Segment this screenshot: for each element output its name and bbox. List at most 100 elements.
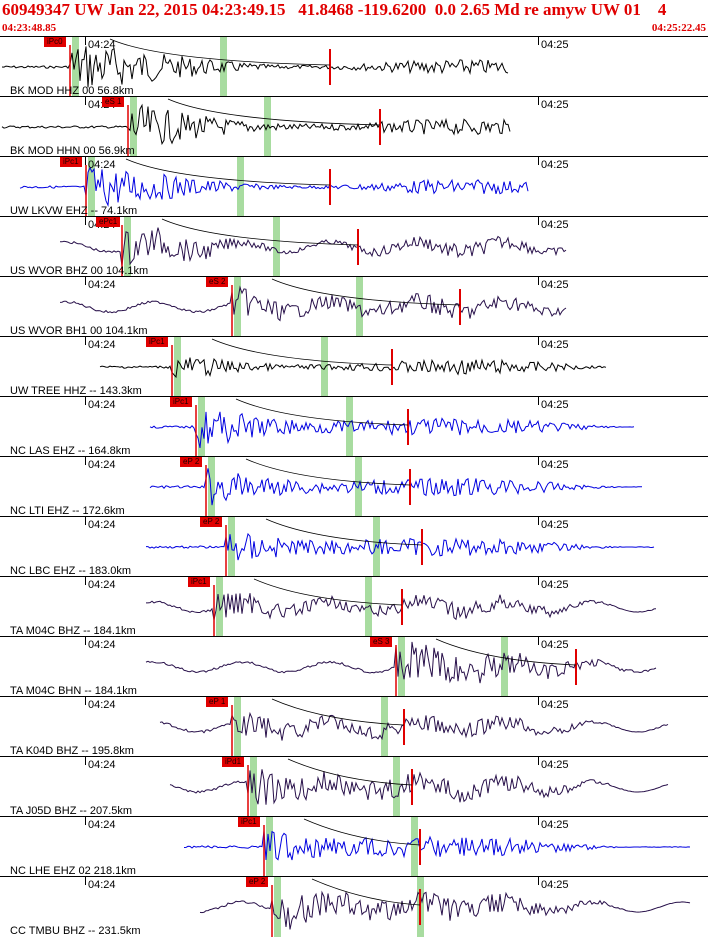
phase-pick-tag[interactable]: iPc1	[146, 337, 168, 347]
station-label: NC LBC EHZ -- 183.0km	[10, 565, 132, 577]
channel-panel[interactable]: 04:24 04:25 iPd1 TA J05D BHZ -- 207.5km	[0, 756, 708, 817]
phase-pick-tag[interactable]: eS 3	[370, 637, 393, 647]
phase-window-marker	[346, 397, 353, 457]
seismic-trace	[60, 227, 567, 266]
coda-decay-curve	[161, 218, 359, 246]
station-label: UW TREE HHZ -- 143.3km	[10, 385, 142, 397]
time-tick-label: 04:25	[541, 459, 569, 471]
coda-decay-curve	[109, 38, 331, 66]
phase-pick-tag[interactable]: eP 2	[180, 457, 203, 467]
phase-pick-tag[interactable]: eP 2	[200, 517, 223, 527]
time-tick	[538, 637, 539, 645]
channel-panel[interactable]: 04:24 04:25 iPc1 UW LKVW EHZ -- 74.1km	[0, 156, 708, 217]
waveform	[146, 577, 657, 637]
time-tick-label: 04:25	[541, 519, 569, 531]
phase-pick-tag[interactable]: eS 1	[102, 97, 125, 107]
waveform	[183, 817, 691, 877]
coda-decay-curve	[311, 878, 421, 906]
phase-window-marker	[381, 697, 388, 757]
coda-decay-curve	[287, 758, 413, 786]
time-tick-label: 04:24	[88, 519, 116, 531]
time-tick-label: 04:24	[88, 399, 116, 411]
coda-decay-curve	[235, 398, 409, 426]
time-tick	[85, 877, 86, 885]
channel-panel[interactable]: 04:24 04:25 iPc1 TA M04C BHZ -- 184.1km	[0, 576, 708, 637]
time-tick-label: 04:24	[88, 459, 116, 471]
coda-decay-curve	[435, 638, 577, 666]
phase-pick-tag[interactable]: eP 2	[246, 877, 269, 887]
phase-window-marker	[373, 517, 380, 577]
waveform	[145, 637, 657, 697]
time-tick	[538, 217, 539, 225]
seismic-trace	[1, 46, 509, 88]
coda-decay-curve	[167, 98, 381, 126]
time-tick	[85, 277, 86, 285]
station-label: NC LTI EHZ -- 172.6km	[10, 505, 125, 517]
seismic-trace	[183, 830, 691, 861]
station-label: CC TMBU BHZ -- 231.5km	[10, 925, 141, 937]
time-tick	[85, 37, 86, 45]
time-tick	[538, 37, 539, 45]
phase-pick-tag[interactable]: iPc1	[238, 817, 260, 827]
time-tick-label: 04:25	[541, 699, 569, 711]
station-label: NC LAS EHZ -- 164.8km	[10, 445, 131, 457]
time-tick-label: 04:25	[541, 579, 569, 591]
seismic-trace	[169, 769, 669, 805]
phase-pick-tag[interactable]: eP 1	[206, 697, 229, 707]
time-tick-label: 04:24	[88, 699, 116, 711]
channel-panel[interactable]: 04:24 04:25 iPc1 UW TREE HHZ -- 143.3km	[0, 336, 708, 397]
phase-window-marker	[124, 217, 131, 277]
channel-panel[interactable]: 04:24 04:25 eS 3 TA M04C BHN -- 184.1km	[0, 636, 708, 697]
phase-window-marker	[237, 157, 244, 217]
seismic-trace	[146, 532, 655, 561]
seismic-trace	[59, 285, 567, 322]
phase-window-marker	[273, 217, 280, 277]
channel-panel[interactable]: 04:24 04:25 eS 2 US WVOR BH1 00 104.1km	[0, 276, 708, 337]
phase-pick-tag[interactable]: iPc1	[60, 157, 82, 167]
station-label: US WVOR BHZ 00 104.1km	[10, 265, 149, 277]
phase-pick-tag[interactable]: ePc1	[96, 217, 121, 227]
time-tick	[538, 457, 539, 465]
coda-decay-curve	[271, 278, 461, 306]
phase-pick-tag[interactable]: eS 2	[206, 277, 229, 287]
coda-decay-curve	[265, 518, 423, 546]
seismic-trace	[1, 103, 511, 146]
channel-panel[interactable]: 04:24 04:25 eP 1 TA K04D BHZ -- 195.8km	[0, 696, 708, 757]
seismic-trace	[99, 357, 607, 379]
seismic-trace	[149, 411, 635, 449]
phase-pick-tag[interactable]: iPd1	[222, 757, 245, 767]
time-tick	[85, 157, 86, 165]
station-label: US WVOR BH1 00 104.1km	[10, 325, 148, 337]
channel-panel[interactable]: 04:24 04:25 eP 2 CC TMBU BHZ -- 231.5km	[0, 876, 708, 937]
phase-pick-tag[interactable]: iPc1	[170, 397, 192, 407]
station-label: TA M04C BHZ -- 184.1km	[10, 625, 136, 637]
station-label: UW LKVW EHZ -- 74.1km	[10, 205, 138, 217]
time-tick-label: 04:24	[88, 339, 116, 351]
time-tick-label: 04:24	[88, 159, 116, 171]
time-tick-label: 04:25	[541, 99, 569, 111]
channel-panel[interactable]: 04:24 04:25 eP 2 NC LTI EHZ -- 172.6km	[0, 456, 708, 517]
channel-panel[interactable]: 04:24 04:25 iPc1 NC LHE EHZ 02 218.1km	[0, 816, 708, 877]
time-tick	[538, 697, 539, 705]
channel-panel[interactable]: 04:24 04:25 eP 2 NC LBC EHZ -- 183.0km	[0, 516, 708, 577]
time-tick	[538, 577, 539, 585]
channel-panel[interactable]: 04:24 04:25 iPc0 BK MOD HHZ 00 56.8km	[0, 36, 708, 97]
phase-pick-tag[interactable]: iPc1	[188, 577, 210, 587]
seismic-trace	[19, 166, 529, 208]
time-tick	[538, 97, 539, 105]
time-tick-label: 04:25	[541, 339, 569, 351]
time-tick-label: 04:25	[541, 159, 569, 171]
time-tick	[85, 697, 86, 705]
waveform	[199, 877, 691, 937]
waveform	[149, 457, 642, 517]
phase-pick-tag[interactable]: iPc0	[44, 37, 66, 47]
time-tick	[85, 517, 86, 525]
time-tick	[538, 757, 539, 765]
time-tick	[538, 337, 539, 345]
channel-panel[interactable]: 04:24 04:25 iPc1 NC LAS EHZ -- 164.8km	[0, 396, 708, 457]
station-label: BK MOD HHZ 00 56.8km	[10, 85, 134, 97]
phase-window-marker	[88, 157, 95, 217]
time-tick	[85, 397, 86, 405]
